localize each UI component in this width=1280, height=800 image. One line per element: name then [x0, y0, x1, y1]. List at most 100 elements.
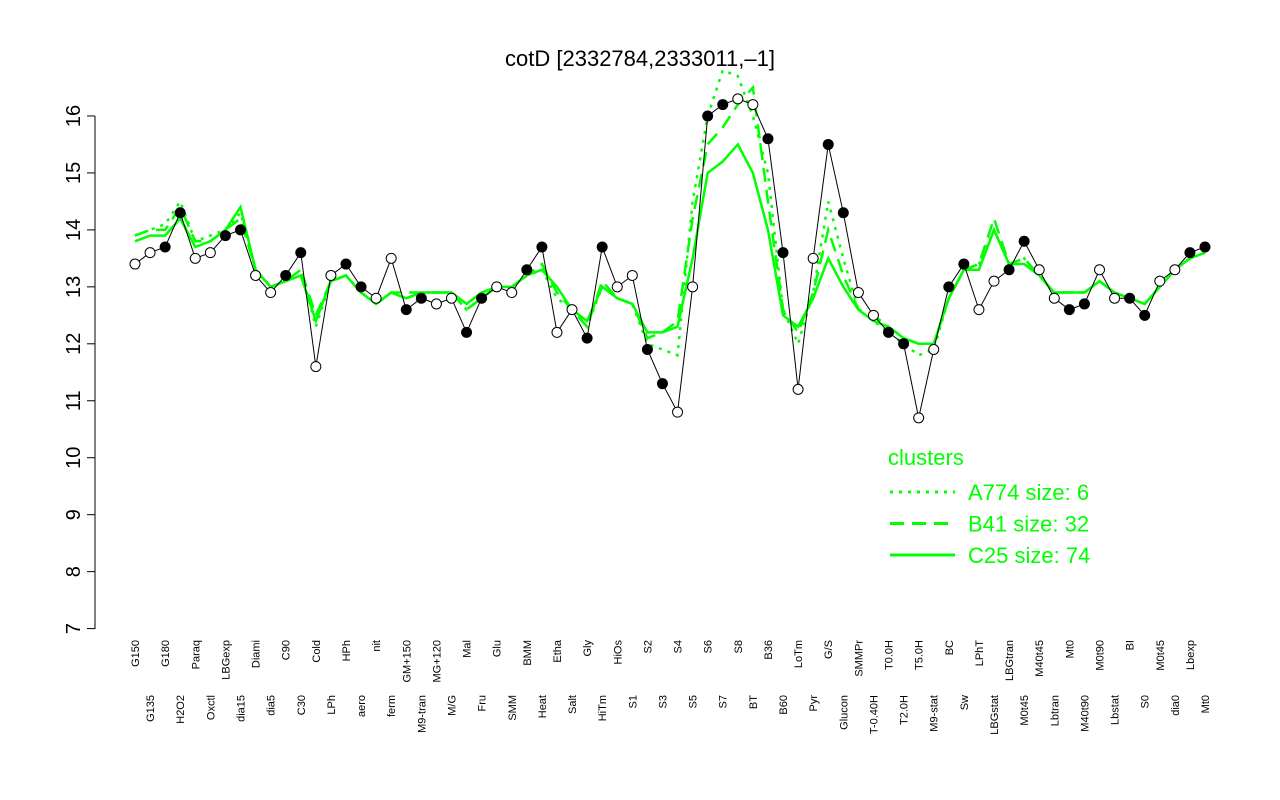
x-tick-label: B36 — [763, 640, 775, 660]
point — [641, 344, 653, 355]
point — [551, 326, 563, 338]
x-tick-label: Mal — [462, 640, 474, 658]
x-tick-label: aero — [356, 695, 368, 717]
x-tick-label: HPh — [341, 640, 353, 661]
point — [159, 241, 171, 253]
x-tick-label: GM+150 — [401, 640, 413, 683]
expression-line — [134, 98, 1206, 418]
x-tick-label: S3 — [657, 695, 669, 708]
point — [656, 378, 668, 390]
point — [1078, 298, 1090, 310]
point — [566, 304, 578, 316]
point — [777, 247, 789, 259]
point — [1139, 309, 1151, 321]
point — [461, 326, 473, 338]
point — [1018, 235, 1030, 247]
x-tick-label: T2.0H — [899, 695, 911, 725]
point — [913, 412, 925, 424]
y-tick-label: 9 — [63, 509, 85, 520]
x-tick-label: dia0 — [1170, 695, 1182, 716]
point — [928, 344, 940, 355]
point — [672, 406, 684, 418]
x-tick-label: S0 — [1140, 695, 1152, 708]
x-tick-label: Fru — [477, 695, 489, 712]
point — [385, 252, 397, 264]
x-tick-label: LPh — [326, 695, 338, 715]
x-tick-label: Salt — [567, 695, 579, 714]
x-tick-label: LBGstat — [989, 695, 1001, 735]
x-tick-label: Gly — [582, 640, 594, 657]
point — [355, 281, 367, 293]
chart-title: cotD [2332784,2333011,–1] — [505, 46, 775, 71]
x-tick-label: S5 — [688, 695, 700, 708]
x-tick-label: S6 — [703, 640, 715, 653]
x-tick-label: G135 — [145, 695, 157, 722]
point — [476, 292, 488, 304]
point — [792, 383, 804, 395]
x-tick-label: M40t45 — [1034, 640, 1046, 677]
point — [536, 241, 548, 253]
x-tick-label: LPhT — [974, 640, 986, 667]
y-tick-label: 10 — [63, 447, 85, 469]
point — [310, 361, 322, 373]
point — [129, 258, 141, 270]
point — [807, 252, 819, 264]
x-tick-label: Etha — [552, 639, 564, 663]
x-tick-label: M40t90 — [1079, 695, 1091, 732]
point — [250, 269, 262, 281]
x-tick-label: Pyr — [808, 695, 820, 712]
point — [370, 292, 382, 304]
x-tick-label: S4 — [673, 640, 685, 653]
point — [581, 332, 593, 344]
x-tick-label: MG+120 — [431, 640, 443, 683]
x-tick-label: S2 — [642, 640, 654, 653]
point — [898, 338, 910, 350]
x-tick-label: Sw — [959, 695, 971, 710]
x-tick-label: BI — [1125, 640, 1137, 650]
point — [174, 207, 186, 219]
x-tick-label: nit — [371, 640, 383, 652]
point — [1048, 292, 1060, 304]
cluster-line — [134, 68, 1206, 357]
point — [837, 207, 849, 219]
x-tick-label: dia5 — [266, 695, 278, 716]
x-tick-label: HiTm — [597, 695, 609, 721]
x-tick-label: Cold — [311, 640, 323, 663]
x-tick-label: BMM — [522, 640, 534, 666]
point — [325, 269, 337, 281]
x-tick-label: S1 — [627, 695, 639, 708]
point — [687, 281, 699, 293]
x-tick-label: LBGtran — [1004, 640, 1016, 681]
x-tick-label: Glucon — [838, 695, 850, 730]
x-tick-label: LoTm — [793, 640, 805, 668]
point — [415, 292, 427, 304]
y-tick-label: 8 — [63, 566, 85, 577]
y-tick-label: 11 — [63, 390, 85, 411]
point — [1063, 304, 1075, 316]
y-tick-label: 14 — [63, 219, 85, 241]
point — [626, 269, 638, 281]
x-tick-label: T-0.40H — [868, 695, 880, 734]
point — [340, 258, 352, 270]
point — [988, 275, 1000, 287]
point — [445, 292, 457, 304]
point — [1124, 292, 1136, 304]
x-tick-label: C90 — [281, 640, 293, 660]
x-tick-label: G150 — [130, 640, 142, 667]
point — [204, 247, 216, 259]
x-tick-label: Paraq — [190, 640, 202, 669]
x-tick-label: C30 — [296, 695, 308, 715]
y-tick-label: 16 — [63, 105, 85, 127]
x-tick-label: Heat — [537, 695, 549, 718]
legend-label: C25 size: 74 — [968, 543, 1090, 568]
x-tick-label: T5.0H — [914, 640, 926, 670]
point — [747, 99, 759, 111]
point — [219, 230, 231, 242]
point — [189, 252, 201, 264]
point — [852, 287, 864, 299]
x-tick-label: M0t45 — [1155, 640, 1167, 671]
point — [280, 269, 292, 281]
point — [1169, 264, 1181, 276]
y-tick-label: 15 — [63, 162, 85, 184]
legend-label: B41 size: 32 — [968, 512, 1089, 537]
